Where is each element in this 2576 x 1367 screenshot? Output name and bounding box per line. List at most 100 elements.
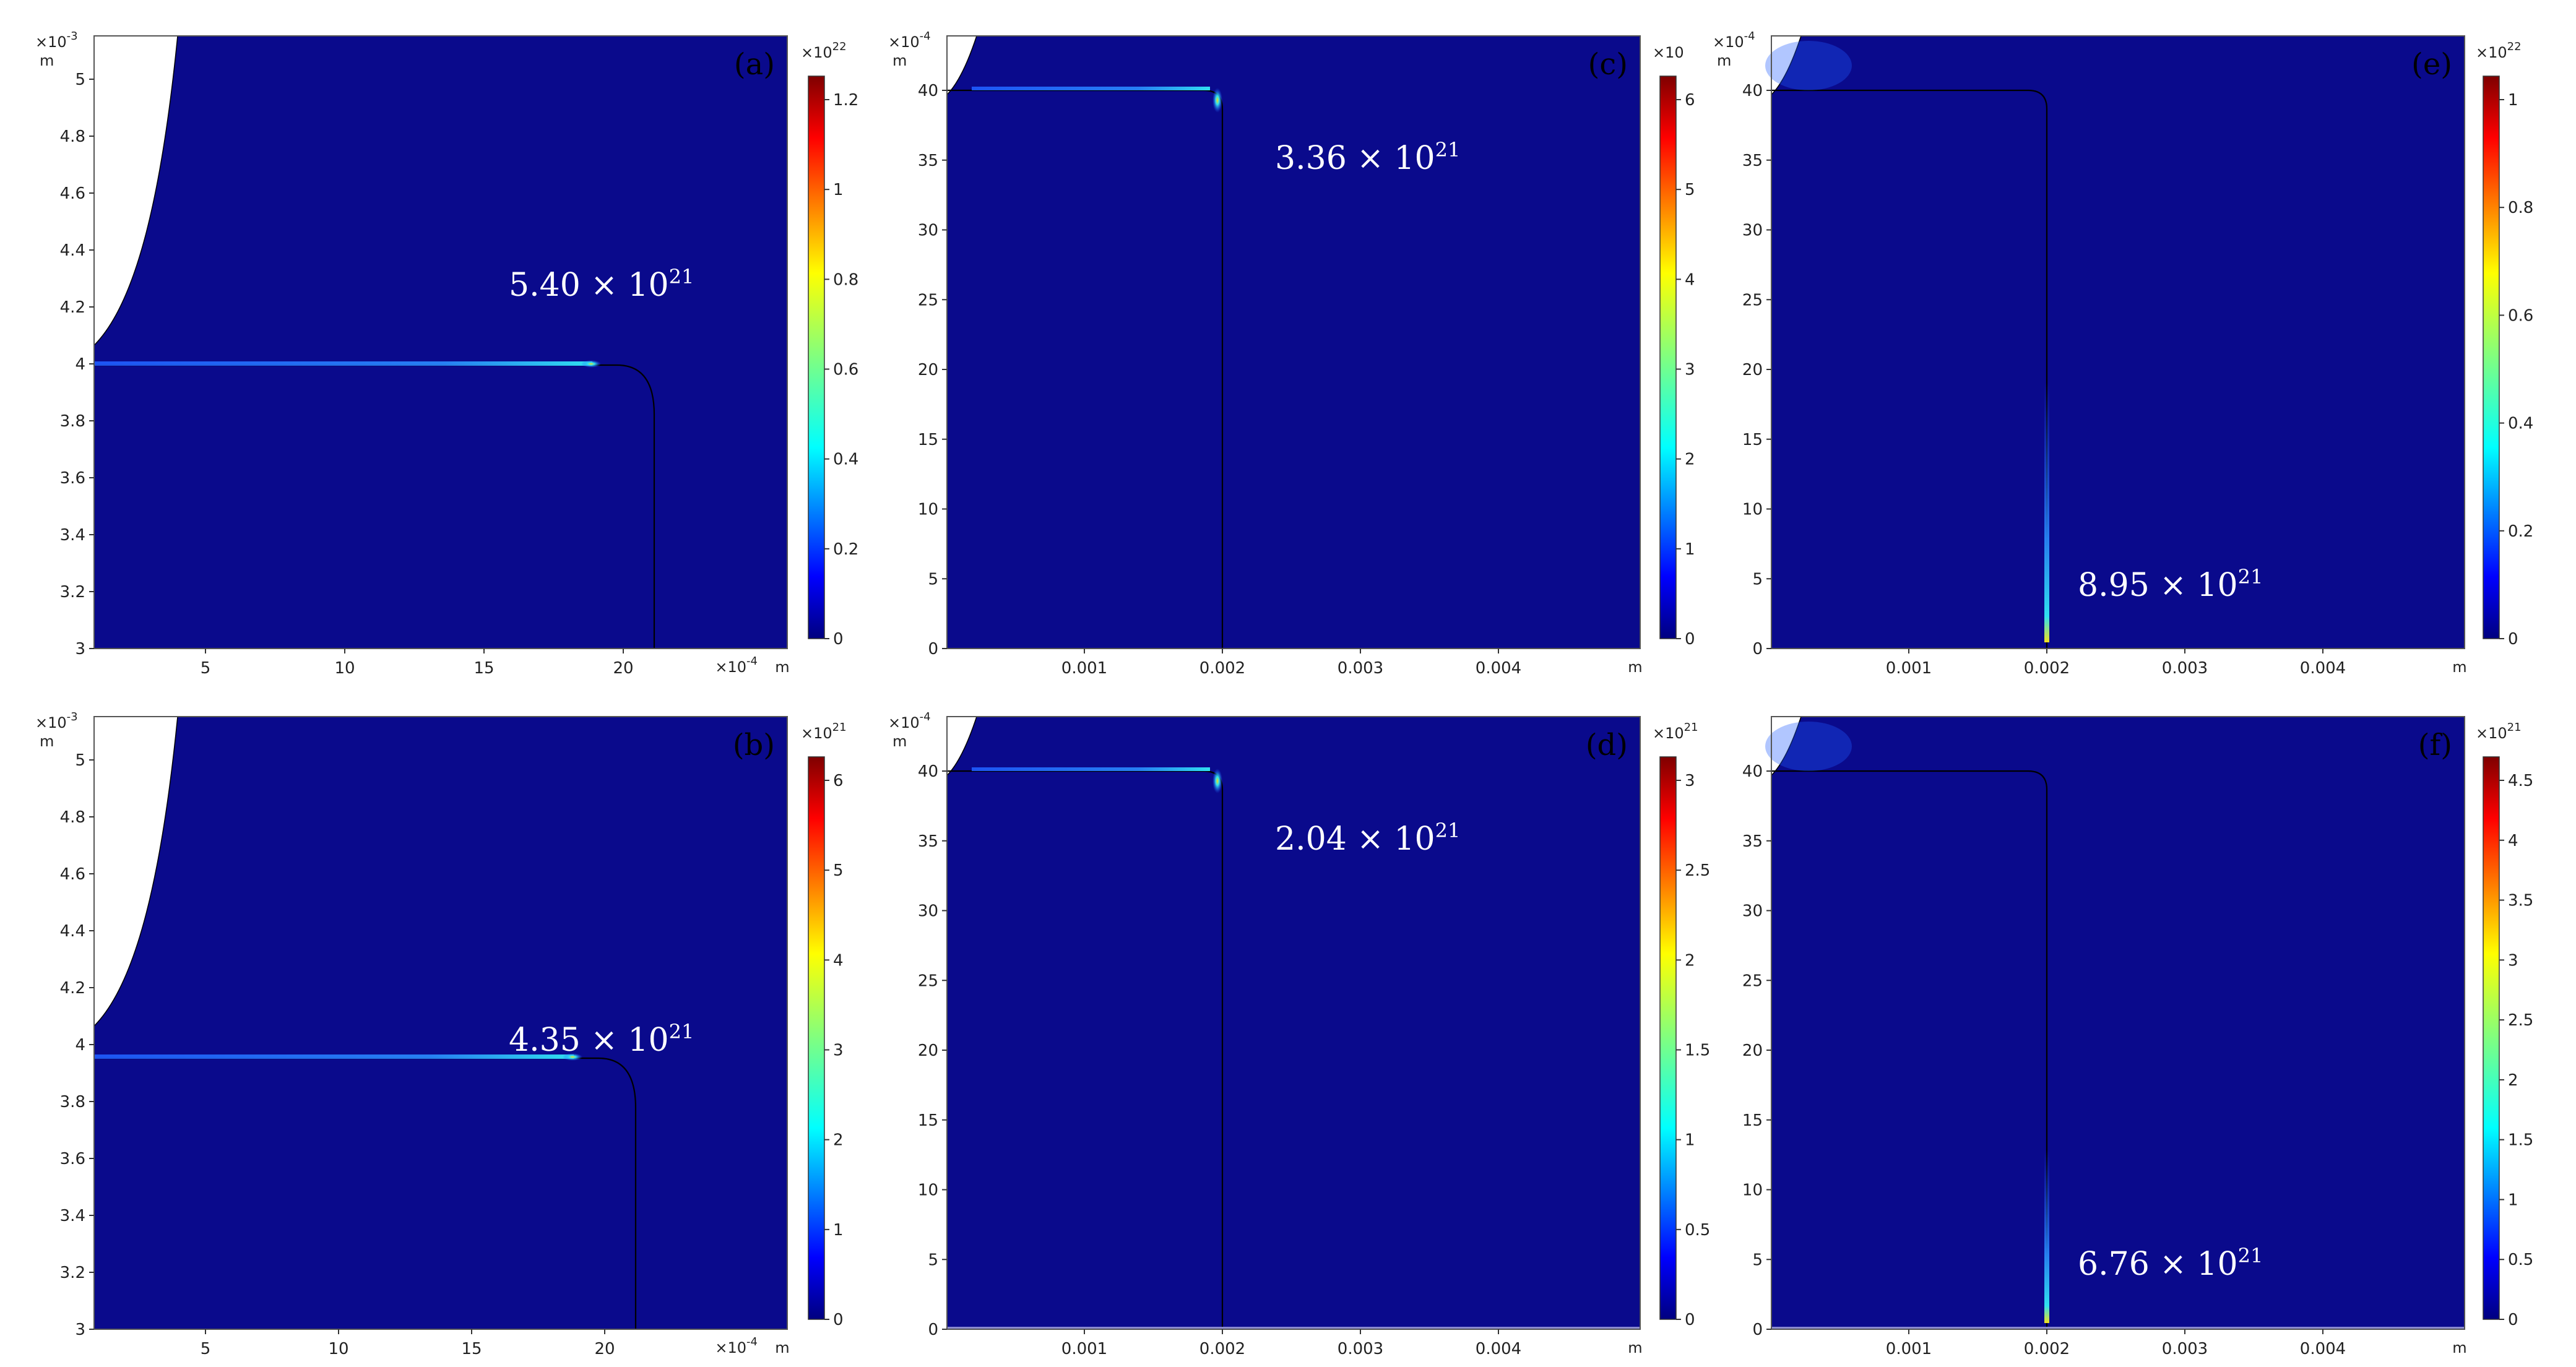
colorbar-tick-label: 2	[1685, 951, 1695, 970]
colorbar	[1659, 75, 1677, 639]
hotspot-cloud	[1765, 722, 1852, 771]
y-tick-label: 25	[1742, 291, 1763, 309]
hotspot-streak	[972, 767, 1210, 771]
colorbar-tick-label: 0.2	[2508, 522, 2533, 541]
x-unit-label: m	[1628, 1339, 1642, 1356]
colorbar-tick-label: 1.2	[833, 91, 858, 110]
y-tick-label: 3.8	[60, 1093, 85, 1111]
y-tick-label: 30	[918, 222, 938, 240]
y-tick-label: 35	[918, 832, 938, 851]
plot-frame	[946, 716, 1641, 1330]
y-unit-label: m	[1717, 52, 1731, 69]
y-tick-label: 25	[918, 972, 938, 990]
baseline	[1771, 1327, 2465, 1329]
colorbar-exponent: ×1021	[801, 721, 847, 742]
y-tick-label: 20	[918, 1041, 938, 1060]
y-tick-label: 5	[75, 751, 85, 770]
colorbar-tick-label: 2	[1685, 451, 1695, 469]
x-tick-label: 15	[473, 659, 494, 678]
colorbar-tick-label: 0.2	[833, 540, 858, 559]
y-tick-label: 0	[1752, 1321, 1763, 1339]
contour-line	[1771, 770, 2048, 1329]
hotspot-tip	[581, 360, 601, 368]
y-tick-label: 40	[918, 82, 938, 100]
colorbar-tick-label: 5	[833, 861, 844, 880]
colorbar-tick-label: 1	[833, 1221, 844, 1240]
y-tick-label: 4.8	[60, 127, 85, 146]
y-tick-label: 35	[918, 152, 938, 170]
plot-area	[947, 36, 1640, 649]
x-tick-label: 20	[594, 1340, 615, 1358]
colorbar	[2483, 75, 2500, 639]
colorbar-tick-label: 0	[833, 1311, 844, 1329]
y-tick-label: 15	[1742, 431, 1763, 449]
colorbar-tick-label: 1	[833, 181, 844, 199]
colorbar-tick-label: 0.4	[833, 451, 858, 469]
y-tick-label: 35	[1742, 832, 1763, 851]
colorbar-tick-label: 4	[1685, 270, 1695, 289]
hotspot-tip	[1212, 769, 1222, 793]
y-tick-label: 3.2	[60, 583, 85, 602]
y-unit-label: m	[40, 52, 54, 69]
y-tick-label: 25	[918, 291, 938, 309]
colorbar-tick-label: 0	[2508, 630, 2518, 649]
hotspot-tip	[1212, 88, 1222, 113]
hotspot-tip	[563, 1053, 582, 1061]
colorbar-tick-label: 1.5	[2508, 1131, 2533, 1150]
colorbar-tick-label: 1	[1685, 1131, 1695, 1150]
x-tick-label: 10	[334, 659, 355, 678]
y-tick-label: 10	[918, 1181, 938, 1200]
panel-label: (a)	[734, 47, 775, 82]
colorbar-exponent: ×1021	[2476, 721, 2522, 742]
hotspot-streak	[94, 361, 592, 366]
x-unit-label: m	[2452, 658, 2466, 676]
colorbar-tick-label: 4	[833, 951, 844, 970]
panel-a: (a) 5.40 × 1021 5 4.8 4.6 4.4 4.2 4 3.8 3.6 3.4 3.2…	[35, 30, 858, 678]
colorbar-tick-label: 0.4	[2508, 415, 2533, 433]
colorbar-tick-label: 0.8	[833, 270, 858, 289]
colorbar-exponent: ×10	[1653, 44, 1684, 61]
colorbar-exponent: ×1022	[2476, 40, 2522, 61]
x-unit-label: m	[1628, 658, 1642, 676]
x-tick-label: 0.001	[1061, 1340, 1107, 1358]
colorbar-exponent: ×1022	[801, 40, 847, 61]
plot-area	[94, 36, 787, 649]
y-tick-label: 3.2	[60, 1264, 85, 1282]
y-tick-label: 30	[1742, 902, 1763, 921]
plot-frame	[946, 35, 1641, 649]
x-tick-label: 0.003	[2162, 659, 2208, 678]
y-tick-label: 3.4	[60, 1207, 85, 1225]
y-tick-label: 5	[1752, 1251, 1763, 1269]
plot-frame	[93, 716, 788, 1330]
plot-area	[1771, 36, 2465, 649]
peak-annotation: 8.95 × 1021	[2078, 565, 2263, 604]
y-tick-label: 5	[928, 570, 938, 589]
colorbar-tick-label: 0	[833, 630, 844, 649]
colorbar-tick-label: 0	[1685, 1311, 1695, 1329]
plot-frame	[93, 35, 788, 649]
plot-frame	[1771, 716, 2465, 1330]
colorbar-tick-label: 6	[833, 772, 844, 790]
hotspot-streak	[972, 87, 1210, 90]
colorbar-tick-label: 0	[1685, 630, 1695, 649]
x-unit-label: m	[775, 1339, 789, 1356]
y-tick-label: 25	[1742, 972, 1763, 990]
panel-label: (d)	[1586, 728, 1628, 762]
y-tick-label: 15	[918, 431, 938, 449]
y-tick-label: 35	[1742, 152, 1763, 170]
excluded-region	[1771, 716, 1802, 777]
y-tick-label: 4.8	[60, 808, 85, 827]
y-tick-label: 10	[1742, 501, 1763, 519]
peak-annotation: 6.76 × 1021	[2078, 1244, 2263, 1283]
panel-label: (c)	[1588, 47, 1628, 82]
x-tick-label: 5	[201, 659, 211, 678]
x-tick-label: 0.002	[2024, 659, 2070, 678]
x-tick-label: 0.003	[1338, 659, 1383, 678]
plot-area	[1771, 717, 2465, 1329]
y-tick-label: 0	[928, 640, 938, 658]
colorbar-tick-label: 0.5	[1685, 1221, 1710, 1240]
plot-area	[947, 717, 1640, 1329]
y-tick-label: 4	[75, 1036, 85, 1054]
plot-area	[94, 717, 787, 1329]
peak-annotation: 3.36 × 1021	[1275, 138, 1460, 177]
